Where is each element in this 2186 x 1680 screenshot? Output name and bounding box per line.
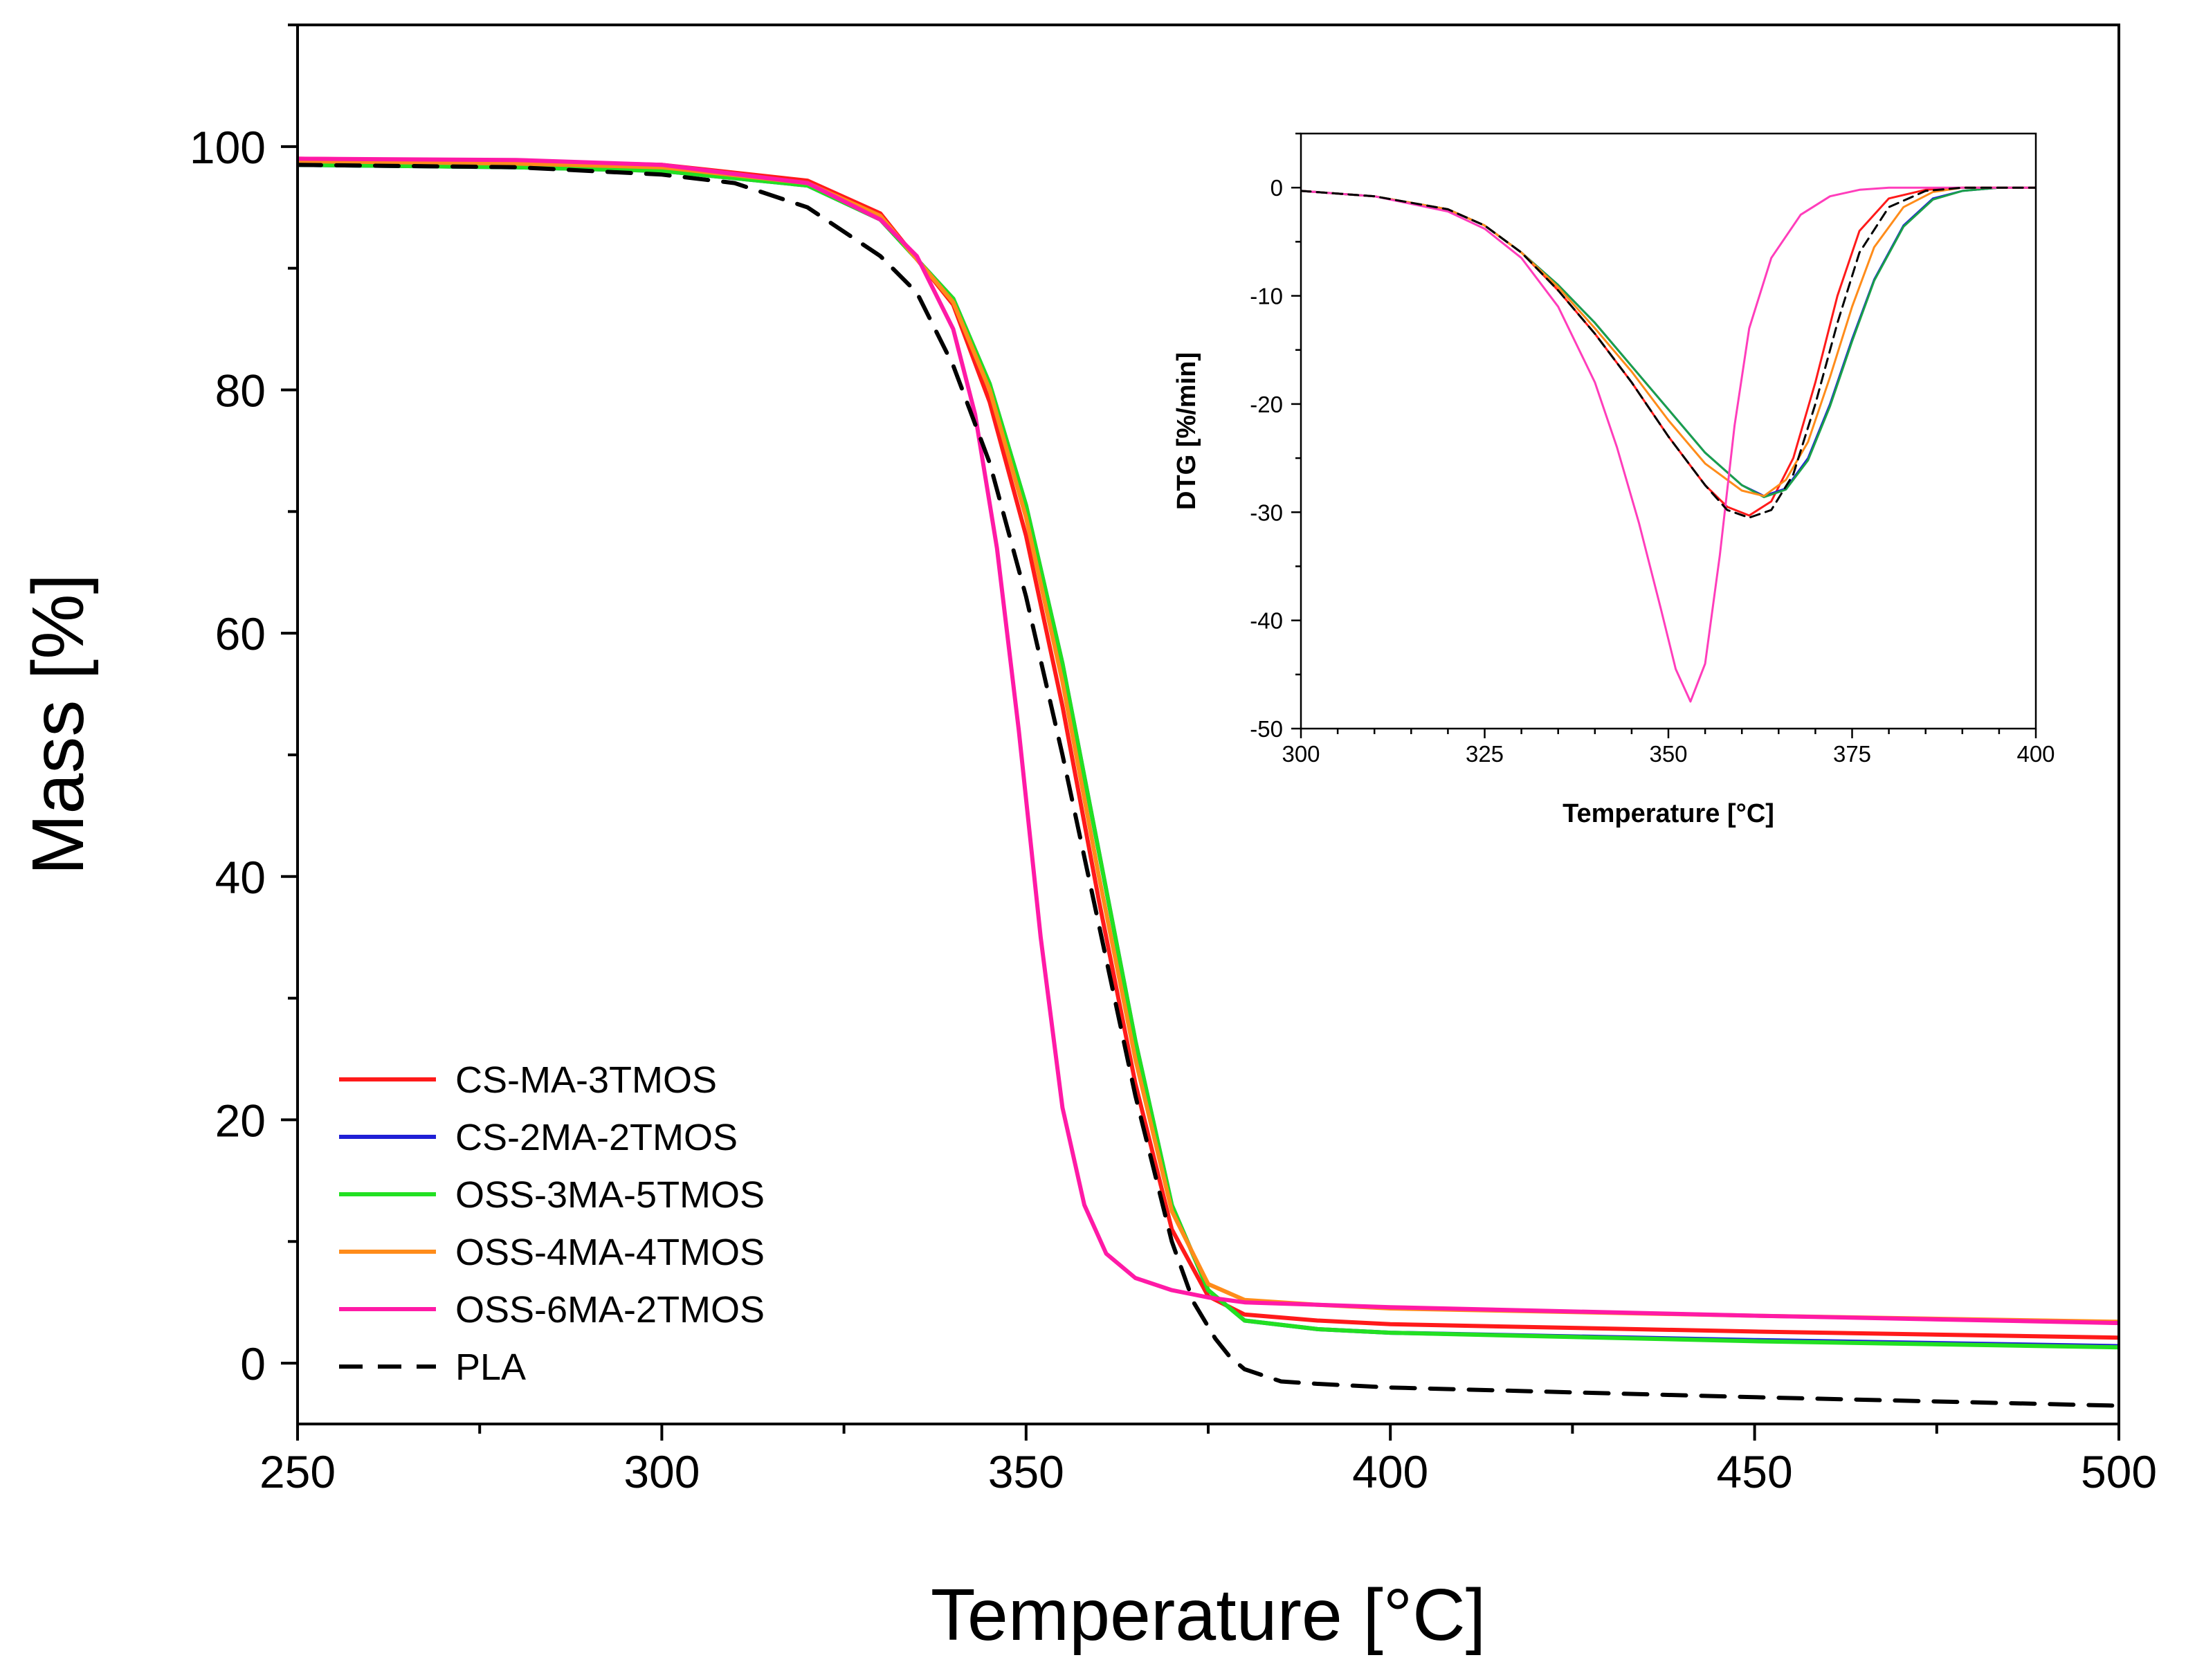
legend-label-oss-4ma-4tmos: OSS-4MA-4TMOS: [455, 1232, 765, 1273]
legend-label-cs-2ma-2tmos: CS-2MA-2TMOS: [455, 1117, 738, 1158]
main-series-group: [298, 156, 2119, 1408]
main-x-tick-label: 250: [259, 1446, 336, 1497]
inset-x-tick-label: 350: [1649, 741, 1687, 767]
inset-y-axis: -50 -40 -30 -20 -10 0: [1250, 132, 1301, 742]
main-x-axis-title: Temperature [°C]: [931, 1574, 1486, 1656]
main-x-tick-label: 500: [2081, 1446, 2157, 1497]
inset-y-tick-label: -40: [1250, 608, 1283, 634]
main-plot: 250 300 350 400 450 500 0 20 40 60 80 100 Temperat…: [17, 24, 2157, 1656]
inset-y-tick-label: 0: [1270, 175, 1283, 201]
main-y-tick-label: 0: [240, 1338, 266, 1389]
main-y-tick-label: 100: [190, 122, 266, 173]
inset-y-tick-label: -50: [1250, 716, 1283, 742]
legend-label-pla: PLA: [455, 1346, 526, 1388]
inset-x-tick-label: 375: [1833, 741, 1871, 767]
main-y-tick-label: 40: [215, 852, 266, 903]
inset-series-line-oss-6ma-2tmos: [1301, 186, 2036, 703]
legend-label-oss-6ma-2tmos: OSS-6MA-2TMOS: [455, 1289, 765, 1331]
main-x-axis: 250 300 350 400 450 500: [259, 1424, 2157, 1497]
main-x-tick-label: 300: [623, 1446, 700, 1497]
inset-x-axis-title: Temperature [°C]: [1563, 799, 1774, 828]
inset-plot: 300 325 350 375 400 -50 -40 -30 -20 -10 0 Tempera…: [1172, 132, 2055, 828]
main-y-axis: 0 20 40 60 80 100: [190, 24, 298, 1389]
inset-x-tick-label: 300: [1282, 741, 1320, 767]
inset-x-tick-label: 325: [1466, 741, 1504, 767]
legend-label-cs-ma-3tmos: CS-MA-3TMOS: [455, 1059, 717, 1101]
inset-x-tick-label: 400: [2016, 741, 2055, 767]
inset-y-tick-label: -30: [1250, 500, 1283, 525]
inset-y-axis-title: DTG [%/min]: [1172, 352, 1201, 510]
inset-series-group: [1301, 186, 2036, 703]
inset-x-axis: 300 325 350 375 400: [1282, 729, 2055, 767]
main-y-tick-label: 60: [215, 608, 266, 659]
main-series-line-oss-3ma-5tmos: [298, 163, 2119, 1350]
main-y-tick-label: 80: [215, 365, 266, 416]
inset-y-tick-label: -20: [1250, 392, 1283, 417]
inset-y-tick-label: -10: [1250, 284, 1283, 309]
inset-background: [1301, 134, 2036, 729]
legend-label-oss-3ma-5tmos: OSS-3MA-5TMOS: [455, 1174, 765, 1216]
legend: CS-MA-3TMOS CS-2MA-2TMOS OSS-3MA-5TMOS OSS-…: [339, 1059, 765, 1388]
main-y-axis-title: Mass [%]: [17, 574, 99, 875]
main-x-tick-label: 450: [1717, 1446, 1793, 1497]
main-series-line-pla: [298, 163, 2119, 1408]
main-series-line-oss-6ma-2tmos: [298, 156, 2119, 1326]
main-y-tick-label: 20: [215, 1095, 266, 1146]
main-x-tick-label: 400: [1352, 1446, 1428, 1497]
inset-series-line-pla: [1301, 186, 2036, 519]
inset-series-line-oss-4ma-4tmos: [1301, 186, 2036, 497]
main-x-tick-label: 350: [988, 1446, 1064, 1497]
